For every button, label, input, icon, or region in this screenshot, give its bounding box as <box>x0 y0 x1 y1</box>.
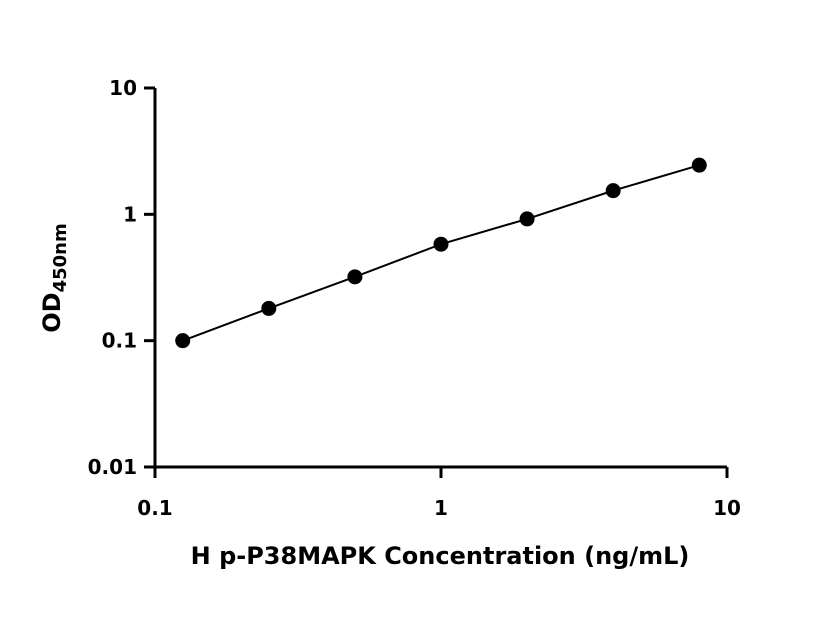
data-point <box>605 183 621 199</box>
y-axis-title-subscript: 450nm <box>50 223 71 292</box>
x-tick-label: 1 <box>434 496 448 520</box>
fit-curve <box>182 164 700 342</box>
y-tick-label: 10 <box>109 76 137 100</box>
x-tick-label: 10 <box>713 496 741 520</box>
tick-marks <box>144 86 729 478</box>
data-point <box>519 211 535 227</box>
y-axis-title: OD450nm <box>38 223 71 332</box>
data-point <box>433 236 449 252</box>
data-points <box>175 157 707 349</box>
y-axis-title-main: OD <box>38 292 66 332</box>
fit-curve-layer <box>182 164 700 342</box>
x-tick-label: 0.1 <box>137 496 172 520</box>
data-point <box>347 269 363 285</box>
data-point <box>691 157 707 173</box>
y-tick-label: 0.01 <box>88 455 137 479</box>
data-point <box>261 300 277 316</box>
data-point <box>175 333 191 349</box>
axes <box>153 88 727 469</box>
x-axis-title: H p-P38MAPK Concentration (ng/mL) <box>191 542 690 570</box>
y-tick-label: 0.1 <box>102 329 137 353</box>
y-tick-label: 1 <box>123 202 137 226</box>
